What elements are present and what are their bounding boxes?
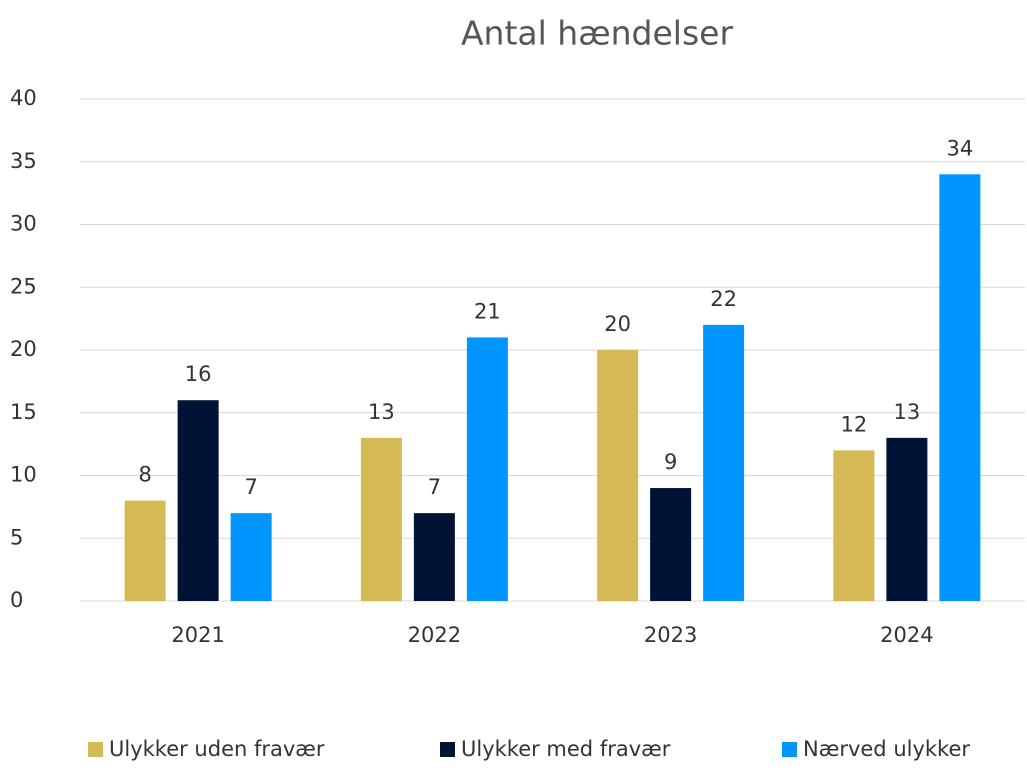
y-tick-label: 30 <box>10 212 37 236</box>
bar <box>466 337 508 601</box>
bar <box>833 450 875 601</box>
data-label: 13 <box>894 400 921 424</box>
bar <box>177 400 219 601</box>
bar <box>939 174 981 602</box>
x-tick-label: 2021 <box>171 623 224 647</box>
data-label: 16 <box>185 362 212 386</box>
legend-label: Nærved ulykker <box>803 737 970 761</box>
legend-swatch <box>440 742 455 757</box>
bar <box>230 513 272 601</box>
y-tick-label: 10 <box>10 463 37 487</box>
y-tick-label: 35 <box>10 149 37 173</box>
y-tick-label: 40 <box>10 86 37 110</box>
data-label: 21 <box>474 299 501 323</box>
data-label: 7 <box>244 475 257 499</box>
data-label: 9 <box>664 450 677 474</box>
data-label: 7 <box>428 475 441 499</box>
bar <box>650 488 692 601</box>
data-label: 12 <box>841 412 868 436</box>
bar <box>886 437 928 601</box>
x-tick-label: 2024 <box>880 623 933 647</box>
legend-label: Ulykker uden fravær <box>109 737 325 761</box>
y-tick-label: 15 <box>10 400 37 424</box>
bar <box>413 513 455 601</box>
bar <box>124 500 166 601</box>
y-tick-label: 0 <box>10 588 23 612</box>
bar <box>703 324 745 601</box>
legend-swatch <box>88 742 103 757</box>
data-label: 13 <box>368 400 395 424</box>
x-tick-label: 2022 <box>408 623 461 647</box>
data-label: 34 <box>947 136 974 160</box>
bar <box>360 437 402 601</box>
legend-swatch <box>782 742 797 757</box>
bar <box>597 350 639 601</box>
y-tick-label: 20 <box>10 337 37 361</box>
y-tick-label: 5 <box>10 525 23 549</box>
legend-label: Ulykker med fravær <box>461 737 671 761</box>
x-tick-label: 2023 <box>644 623 697 647</box>
data-label: 8 <box>138 463 151 487</box>
data-label: 22 <box>710 287 737 311</box>
y-tick-label: 25 <box>10 274 37 298</box>
data-label: 20 <box>604 312 631 336</box>
chart-title: Antal hændelser <box>461 14 733 53</box>
